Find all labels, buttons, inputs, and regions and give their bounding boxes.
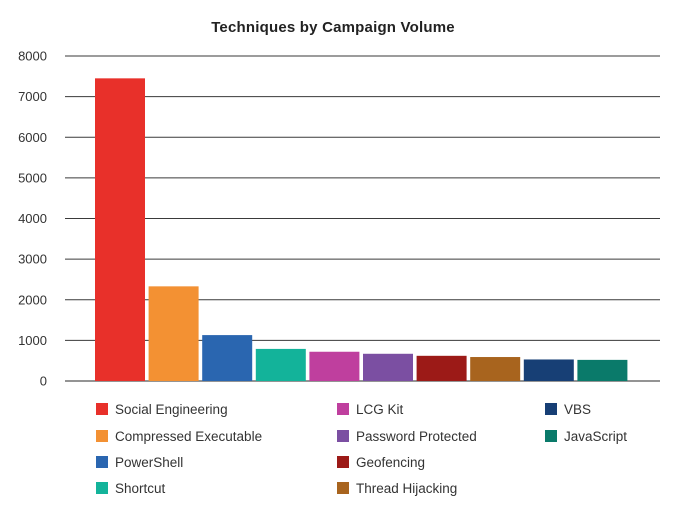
bar-powershell [202,335,253,381]
legend-item-thread-hijacking: Thread Hijacking [337,481,457,496]
y-tick-label: 5000 [18,170,47,185]
legend-item-geofencing: Geofencing [337,455,425,470]
legend-item-password-protected: Password Protected [337,429,477,444]
legend-swatch [337,482,349,494]
legend-item-javascript: JavaScript [545,429,627,444]
legend-label: VBS [564,402,591,417]
legend-label: Compressed Executable [115,429,262,444]
bar-lcg-kit [309,351,360,381]
legend-item-powershell: PowerShell [96,455,183,470]
legend-item-compressed-executable: Compressed Executable [96,429,262,444]
y-tick-label: 3000 [18,252,47,267]
legend-swatch [545,403,557,415]
legend-swatch [96,482,108,494]
y-tick-label: 4000 [18,211,47,226]
legend-label: JavaScript [564,429,627,444]
bar-javascript [577,359,628,381]
legend-item-lcg-kit: LCG Kit [337,402,404,417]
legend-item-vbs: VBS [545,402,591,417]
legend-swatch [545,430,557,442]
legend-label: Geofencing [356,455,425,470]
bar-social-engineering [95,78,145,381]
legend-swatch [337,456,349,468]
bar-thread-hijacking [470,357,521,381]
bar-geofencing [416,355,467,381]
y-tick-label: 8000 [18,49,47,64]
y-tick-label: 6000 [18,130,47,145]
y-tick-label: 7000 [18,89,47,104]
legend-swatch [96,430,108,442]
bar-vbs [523,359,574,381]
legend-swatch [96,403,108,415]
bar-shortcut [255,348,306,381]
legend: Social Engineering LCG Kit VBS Compressed E… [96,402,627,496]
legend-label: Social Engineering [115,402,228,417]
chart-title: Techniques by Campaign Volume [211,19,455,36]
y-tick-label: 0 [40,374,47,389]
legend-item-social-engineering: Social Engineering [96,402,228,417]
legend-item-shortcut: Shortcut [96,481,166,496]
legend-label: Password Protected [356,429,477,444]
y-axis-ticks: 0 1000 2000 3000 4000 5000 6000 7000 8000 [18,49,47,389]
legend-label: Thread Hijacking [356,481,457,496]
y-tick-label: 1000 [18,333,47,348]
bar-password-protected [363,353,413,381]
legend-swatch [337,430,349,442]
legend-label: PowerShell [115,455,183,470]
legend-swatch [337,403,349,415]
y-tick-label: 2000 [18,292,47,307]
bar-compressed-executable [148,286,199,381]
legend-swatch [96,456,108,468]
legend-label: LCG Kit [356,402,404,417]
legend-label: Shortcut [115,481,166,496]
bars [95,78,628,381]
